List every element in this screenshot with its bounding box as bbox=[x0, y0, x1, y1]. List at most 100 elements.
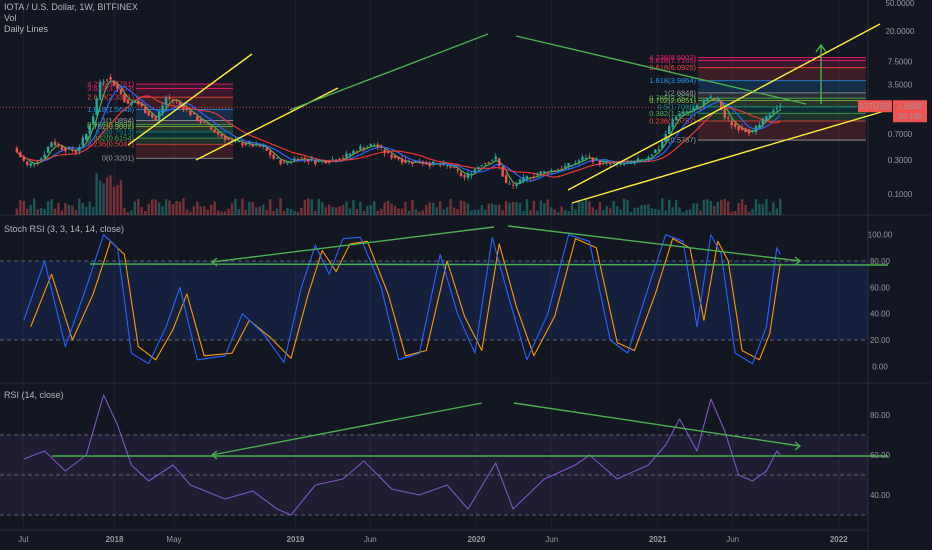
volume-bar bbox=[130, 210, 133, 215]
stoch-rsi-title[interactable]: Stoch RSI (3, 3, 14, 14, close) bbox=[4, 224, 125, 234]
candle-body bbox=[36, 162, 39, 163]
candle-body bbox=[525, 176, 529, 180]
candle-body bbox=[383, 149, 386, 154]
stoch-band bbox=[0, 261, 868, 340]
volume-bar bbox=[373, 200, 376, 215]
volume-bar bbox=[643, 205, 647, 215]
volume-bar bbox=[216, 210, 220, 215]
volume-bar bbox=[602, 210, 605, 215]
rsi-title[interactable]: RSI (14, close) bbox=[4, 390, 64, 400]
arrowhead-left bbox=[210, 450, 218, 460]
candle-body bbox=[275, 157, 279, 159]
volume-bar bbox=[317, 198, 320, 215]
time-axis-tick: Jun bbox=[726, 535, 739, 544]
candle-body bbox=[602, 161, 605, 163]
ticker-tag-label: IOTUSD bbox=[860, 102, 890, 111]
daily-lines-label[interactable]: Daily Lines bbox=[4, 24, 49, 34]
volume-bar bbox=[189, 211, 192, 215]
volume-bar bbox=[209, 204, 213, 215]
candle-body bbox=[737, 126, 740, 131]
candle-body bbox=[379, 147, 383, 148]
volume-bar bbox=[449, 199, 452, 215]
candle-body bbox=[352, 150, 355, 154]
volume-bar bbox=[640, 205, 643, 215]
candlesticks[interactable] bbox=[15, 73, 782, 190]
volume-bar bbox=[71, 205, 74, 215]
fib-zone bbox=[698, 57, 866, 61]
volume-bar bbox=[511, 201, 515, 215]
fib-zone bbox=[698, 80, 866, 93]
volume-bar bbox=[345, 201, 348, 215]
volume-bar bbox=[95, 173, 98, 215]
candle-body bbox=[619, 163, 622, 165]
volume-bar bbox=[421, 210, 425, 215]
candle-body bbox=[74, 150, 78, 153]
candle-body bbox=[442, 163, 445, 166]
volume-bar bbox=[393, 205, 397, 215]
arrowhead-right bbox=[794, 256, 802, 266]
symbol-title[interactable]: IOTA / U.S. Dollar, 1W, BITFINEX bbox=[4, 2, 138, 12]
volume-bar bbox=[237, 209, 241, 215]
candle-body bbox=[324, 160, 327, 164]
volume-bar bbox=[681, 211, 685, 215]
volume-bar bbox=[43, 208, 46, 215]
candle-body bbox=[345, 153, 348, 158]
volume-bar bbox=[497, 204, 501, 215]
candle-body bbox=[463, 175, 466, 178]
volume-bar bbox=[525, 199, 529, 215]
candle-body bbox=[709, 96, 713, 98]
candle-body bbox=[88, 126, 91, 135]
candle-body bbox=[640, 160, 643, 162]
candle-body bbox=[341, 158, 345, 159]
candle-body bbox=[609, 163, 612, 165]
volume-bar bbox=[390, 203, 393, 215]
time-axis-tick: 2020 bbox=[467, 535, 485, 544]
candle-body bbox=[321, 160, 324, 162]
fib-level-label: 0.786(2.2572) bbox=[649, 94, 696, 103]
candle-body bbox=[425, 162, 428, 165]
candle-body bbox=[223, 136, 227, 141]
candle-body bbox=[29, 163, 32, 166]
candle-body bbox=[761, 118, 765, 125]
volume-bar bbox=[414, 209, 418, 215]
volume-bar bbox=[716, 201, 720, 215]
candle-body bbox=[758, 124, 761, 129]
volume-bar bbox=[251, 202, 255, 215]
candle-body bbox=[192, 113, 196, 115]
stoch-k-line bbox=[23, 234, 781, 365]
candle-body bbox=[550, 170, 553, 172]
volume-label[interactable]: Vol bbox=[4, 13, 17, 23]
candle-body bbox=[227, 137, 230, 140]
volume-bar bbox=[556, 211, 560, 215]
candle-body bbox=[414, 161, 418, 162]
volume-bar bbox=[303, 199, 307, 215]
candle-body bbox=[57, 143, 60, 146]
volume-bar bbox=[334, 207, 338, 215]
fib-level-label: 3.618(7.7165) bbox=[649, 56, 696, 65]
volume-bar bbox=[751, 209, 754, 215]
candle-body bbox=[171, 99, 175, 101]
fib-level-label: 1(1.0894) bbox=[102, 116, 135, 125]
volume-bar bbox=[296, 211, 300, 215]
time-axis-tick: Jun bbox=[364, 535, 377, 544]
candle-body bbox=[480, 165, 484, 167]
volume-bar bbox=[140, 206, 143, 215]
drawn-trendlines[interactable] bbox=[52, 23, 889, 460]
volume-bar bbox=[74, 210, 78, 215]
volume-bar bbox=[286, 207, 289, 215]
fib-level-label: 0.786(0.9602) bbox=[87, 120, 134, 129]
volume-bar bbox=[157, 202, 161, 215]
candle-body bbox=[720, 100, 723, 110]
volume-bar bbox=[491, 203, 494, 215]
volume-bar bbox=[546, 199, 549, 215]
price-axis-tick: 0.3000 bbox=[888, 156, 913, 165]
volume-bar bbox=[265, 210, 268, 215]
candle-body bbox=[744, 128, 747, 132]
candle-body bbox=[508, 183, 511, 185]
rsi-axis-tick: 40.00 bbox=[870, 491, 891, 500]
volume-bar bbox=[737, 203, 740, 215]
fib-left: 4.236(3.5781)3.618(3.1003)2.618(2.3341) 1… bbox=[87, 80, 233, 163]
volume-bar bbox=[761, 203, 765, 215]
volume-bar bbox=[29, 205, 32, 215]
